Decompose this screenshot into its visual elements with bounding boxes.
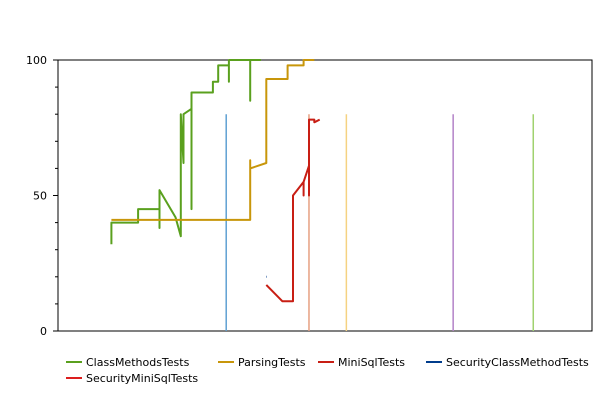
y-tick-label: 100 xyxy=(26,54,47,67)
legend-label: ClassMethodsTests xyxy=(86,356,190,369)
legend-label: SecurityClassMethodTests xyxy=(446,356,589,369)
series-lines xyxy=(110,59,321,303)
legend-item: ParsingTests xyxy=(218,356,306,369)
legend-label: MiniSqlTests xyxy=(338,356,405,369)
y-axis-ticks: 0 50 100 xyxy=(26,54,58,338)
axes xyxy=(57,59,593,332)
series-line-class-methods-tests xyxy=(110,59,261,245)
plot-area xyxy=(57,59,593,332)
legend-item: ClassMethodsTests xyxy=(66,356,190,369)
legend-label: ParsingTests xyxy=(238,356,306,369)
legend-item: SecurityMiniSqlTests xyxy=(66,372,198,385)
y-tick-label: 0 xyxy=(40,325,47,338)
y-tick-label: 50 xyxy=(33,190,47,203)
legend-item: MiniSqlTests xyxy=(318,356,405,369)
legend-item: SecurityClassMethodTests xyxy=(426,356,589,369)
series-line-parsing-tests xyxy=(111,59,315,221)
legend-label: SecurityMiniSqlTests xyxy=(86,372,198,385)
legend: ClassMethodsTests ParsingTests MiniSqlTest… xyxy=(66,356,589,385)
series-line-mini-sql-tests xyxy=(265,118,321,303)
